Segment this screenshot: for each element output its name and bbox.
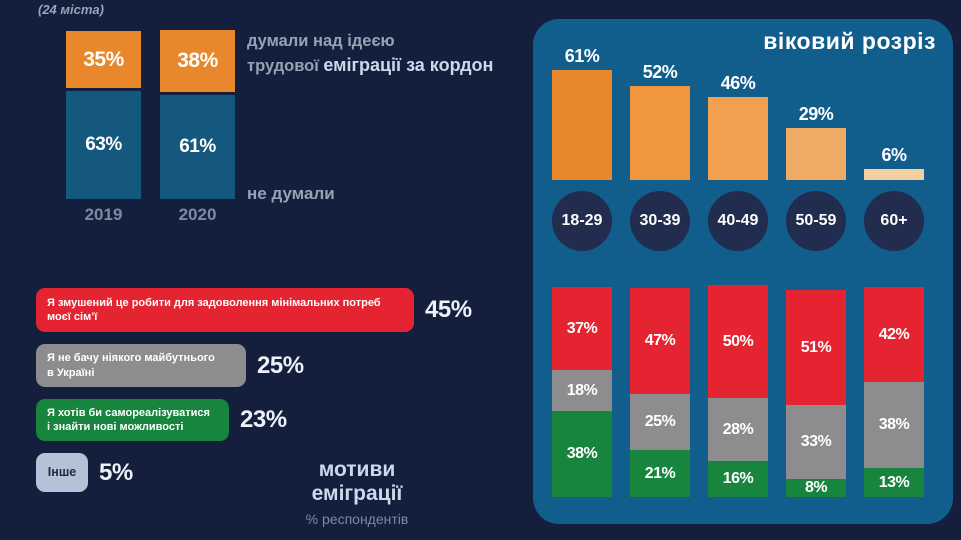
panel-title: віковий розріз (763, 28, 936, 54)
year-label: 2020 (178, 205, 217, 224)
year-label: 2019 (84, 205, 123, 224)
stacked-column: 50% 28% 16% (708, 285, 768, 497)
bar-segment (630, 86, 690, 180)
age-bar-chart: 61% 52% 46% 29% 6% (552, 37, 924, 180)
bar-segment: 13% (864, 468, 924, 497)
motive-value: 23% (240, 406, 287, 433)
stacked-column: 51% 33% 8% (786, 290, 846, 497)
bar-segment: 47% (630, 288, 690, 394)
age-bar-column: 52% (630, 62, 690, 180)
bar-segment: 18% (552, 370, 612, 411)
sample-note: (24 міста) (38, 2, 104, 17)
year-column: 38% 61% 2020 (160, 30, 235, 225)
age-bar-column: 6% (864, 145, 924, 180)
bar-segment: 21% (630, 450, 690, 497)
motive-bar: Я не бачу ніякого майбутнього в Україні (36, 344, 246, 387)
bar-segment: 50% (708, 285, 768, 398)
age-group-badge: 40-49 (708, 191, 768, 251)
motive-row: Інше 5% (36, 453, 506, 492)
bar-segment: 51% (786, 290, 846, 405)
age-motives-stacked-chart: 37% 18% 38% 47% 25% 21% 50% 28% 16% 51% 33% 8% 42% 38… (552, 285, 924, 497)
bar-segment: 35% (66, 31, 141, 91)
bar-segment: 25% (630, 394, 690, 450)
bar-segment: 61% (160, 95, 235, 199)
age-group-badge: 30-39 (630, 191, 690, 251)
bar-segment: 37% (552, 287, 612, 370)
motive-bar: Я змушений це робити для задоволення мін… (36, 288, 414, 332)
motive-row: Я змушений це робити для задоволення мін… (36, 288, 506, 332)
thought-annotation: думали над ідеєю трудової еміграції за к… (247, 30, 493, 79)
age-group-badges: 18-29 30-39 40-49 50-59 60+ (552, 191, 924, 251)
motive-row: Я хотів би самореалізуватися і знайти но… (36, 399, 506, 441)
age-group-badge: 50-59 (786, 191, 846, 251)
year-column: 35% 63% 2019 (66, 31, 141, 225)
bar-segment (864, 169, 924, 180)
bar-value-label: 29% (798, 104, 834, 124)
motive-value: 45% (425, 296, 472, 323)
annotation-line1: думали над ідеєю (247, 32, 395, 50)
bar-segment (552, 70, 612, 180)
motives-subtitle: % респондентів (305, 511, 409, 527)
annotation-line2-bold: еміграції за кордон (323, 55, 494, 76)
bar-value-label: 52% (642, 62, 678, 82)
bar-segment: 33% (786, 405, 846, 479)
bar-segment: 63% (66, 91, 141, 199)
motives-title: мотиви еміграції (311, 458, 403, 505)
stacked-column: 37% 18% 38% (552, 287, 612, 497)
bar-segment: 38% (552, 411, 612, 497)
stacked-column: 42% 38% 13% (864, 287, 924, 497)
bar-value-label: 6% (881, 145, 907, 165)
bar-segment (786, 128, 846, 180)
motives-bar-chart: Я змушений це робити для задоволення мін… (36, 288, 506, 504)
annotation-line2-regular: трудової (247, 57, 319, 76)
age-bar-column: 61% (552, 46, 612, 180)
bar-segment: 38% (864, 382, 924, 468)
motive-value: 5% (99, 458, 133, 486)
motive-bar: Я хотів би самореалізуватися і знайти но… (36, 399, 229, 441)
bar-segment: 28% (708, 398, 768, 461)
bar-segment: 8% (786, 479, 846, 497)
bar-value-label: 46% (720, 73, 756, 93)
age-group-badge: 18-29 (552, 191, 612, 251)
motive-bar: Інше (36, 453, 88, 492)
bar-value-label: 61% (564, 46, 600, 66)
age-bar-column: 46% (708, 73, 768, 180)
motive-row: Я не бачу ніякого майбутнього в Україні 2… (36, 344, 506, 387)
age-bar-column: 29% (786, 104, 846, 180)
motive-value: 25% (257, 351, 304, 379)
bar-segment: 42% (864, 287, 924, 382)
bar-segment (708, 97, 768, 180)
age-group-badge: 60+ (864, 191, 924, 251)
bar-segment: 38% (160, 30, 235, 95)
bar-segment: 16% (708, 461, 768, 497)
motives-title-block: мотиви еміграції % респондентів (277, 458, 437, 527)
stacked-column: 47% 25% 21% (630, 288, 690, 497)
year-stacked-chart: 35% 63% 2019 38% 61% 2020 (66, 28, 235, 225)
not-thought-label: не думали (247, 184, 335, 203)
